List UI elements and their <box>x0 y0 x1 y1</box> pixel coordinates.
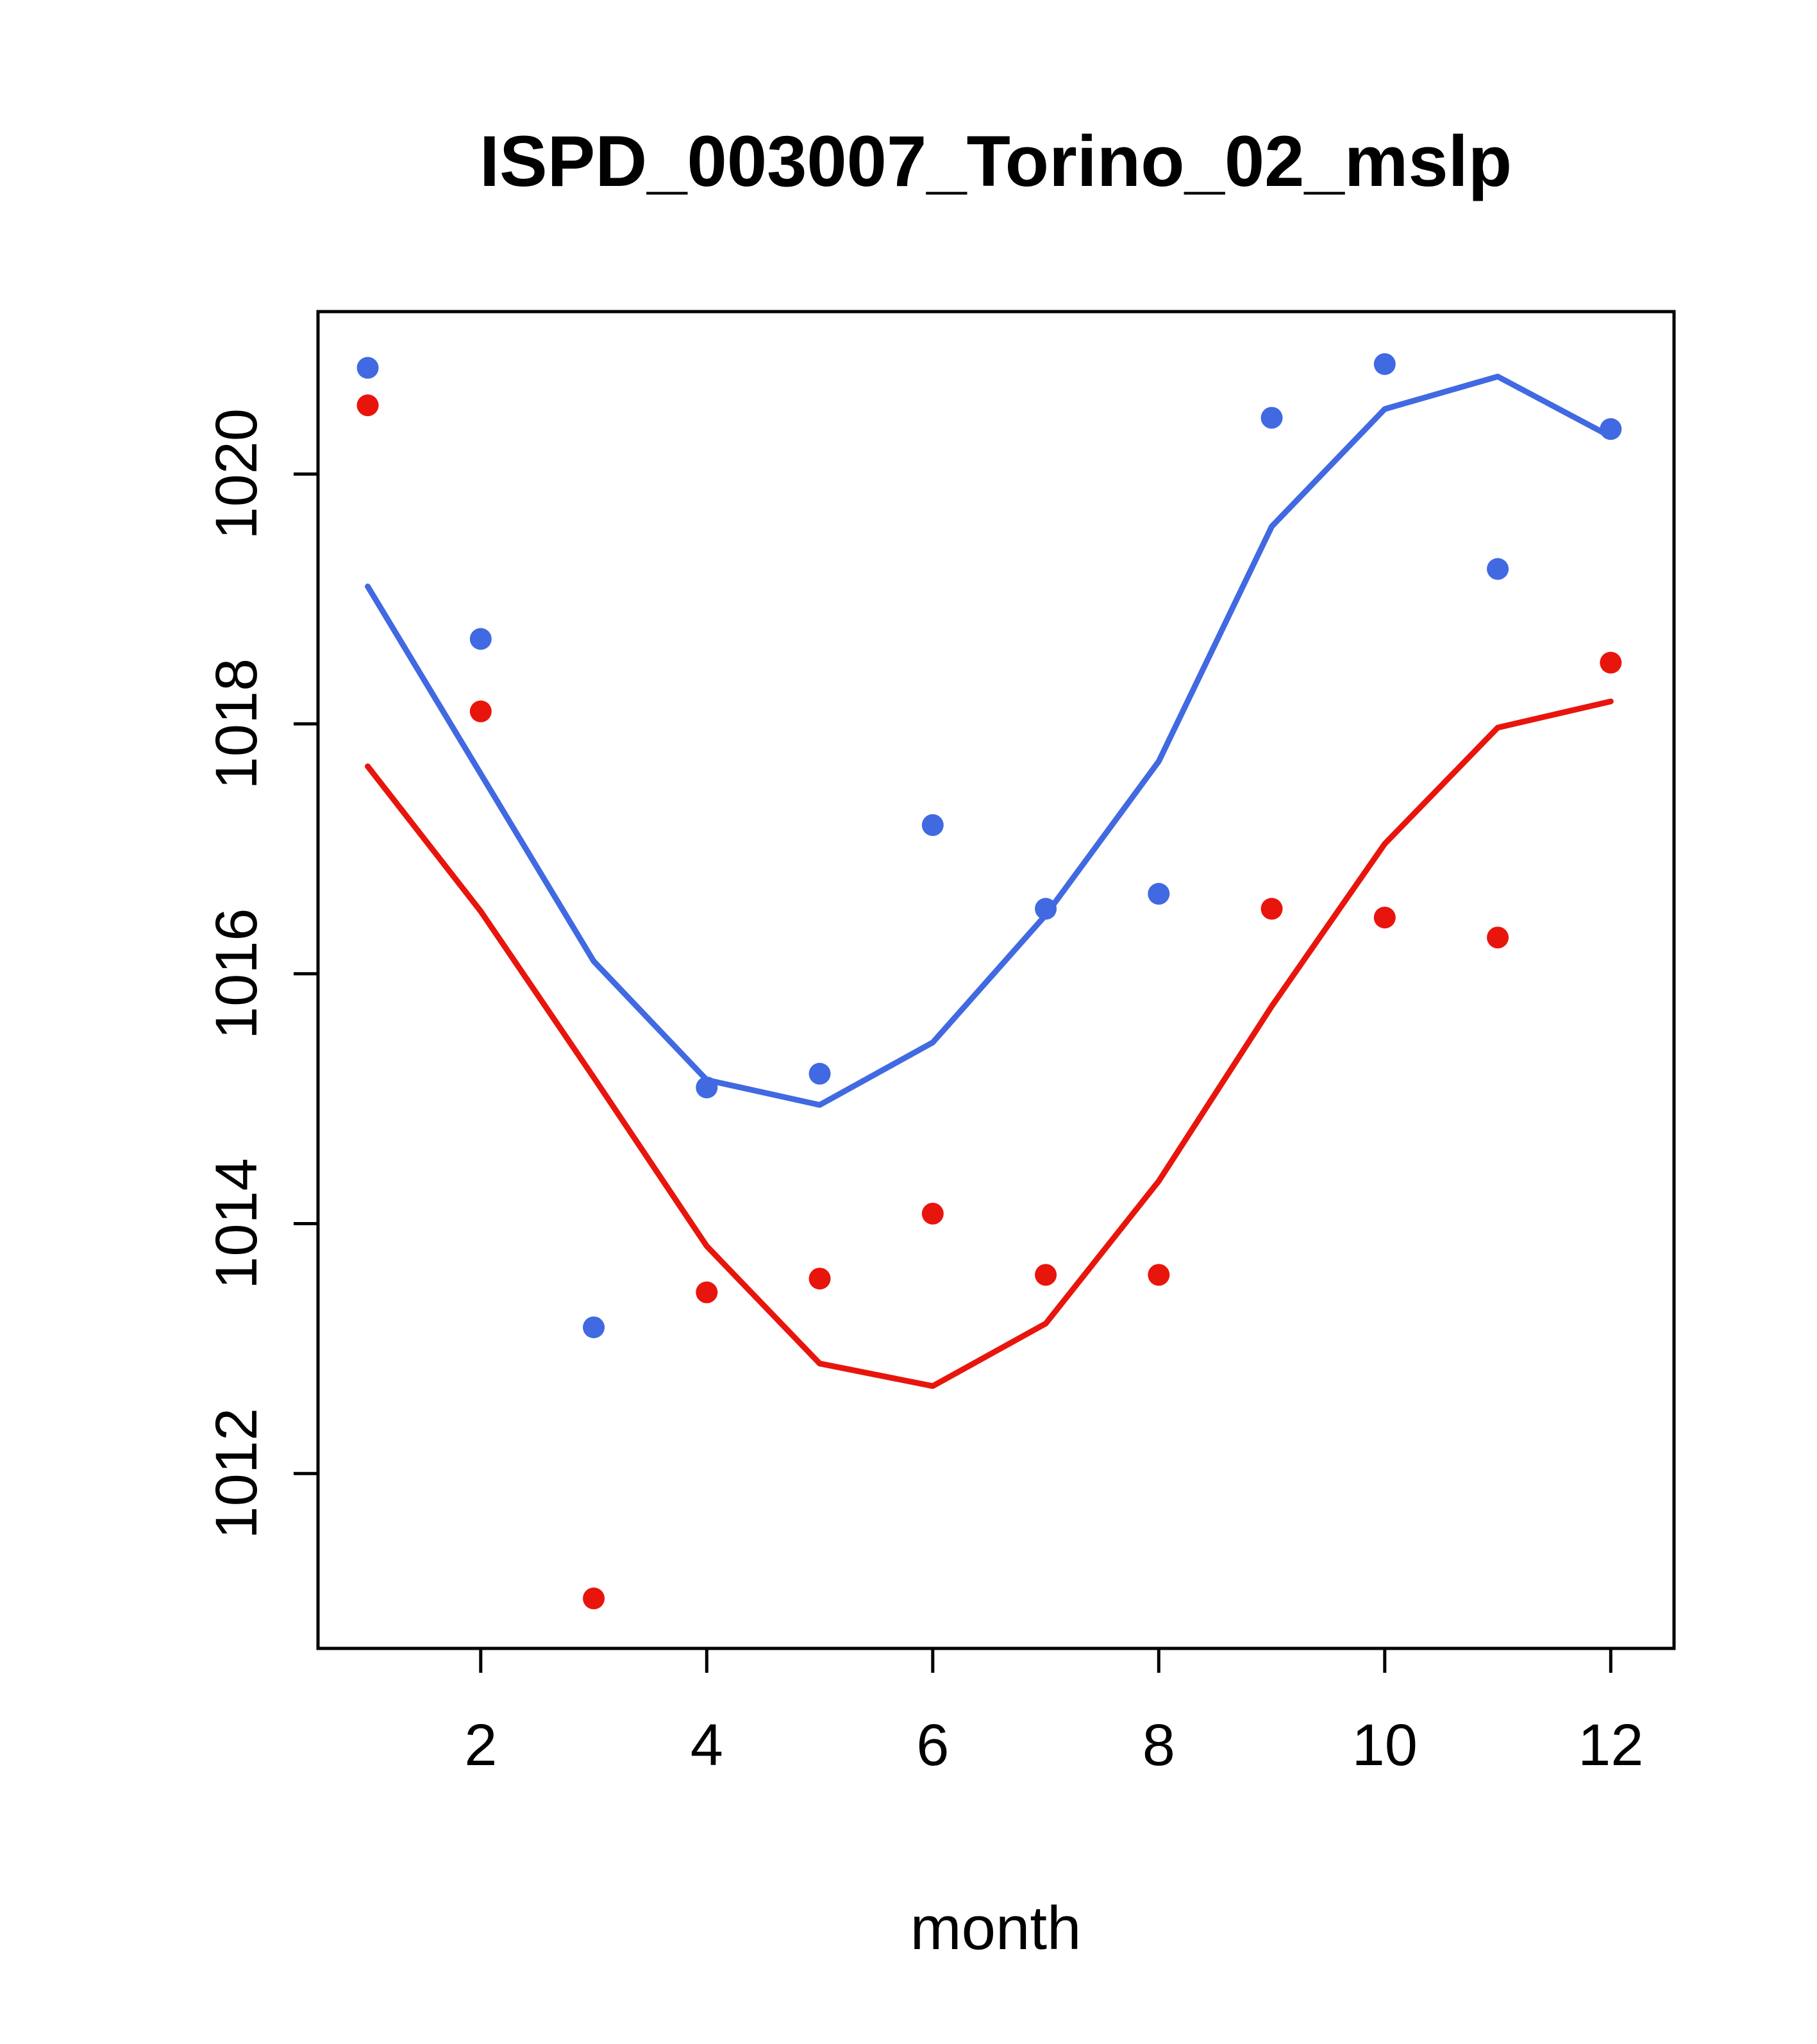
x-tick-label: 2 <box>464 1713 497 1778</box>
x-tick-label: 6 <box>916 1713 949 1778</box>
point-red-points-m8 <box>1148 1264 1170 1286</box>
point-red-points-m9 <box>1260 898 1283 920</box>
y-tick-label: 1012 <box>204 1408 269 1539</box>
y-tick-label: 1020 <box>204 408 269 540</box>
point-red-points-m5 <box>808 1268 831 1290</box>
series-blue-line <box>365 373 1614 1108</box>
point-blue-points-m4 <box>696 1076 718 1099</box>
point-blue-points-m5 <box>808 1062 831 1085</box>
point-red-points-m1 <box>356 394 379 417</box>
point-red-points-m12 <box>1600 651 1622 674</box>
y-tick-label: 1014 <box>204 1158 269 1289</box>
point-blue-points-m8 <box>1148 883 1170 905</box>
x-axis-label: month <box>910 1894 1082 1963</box>
y-tick-label: 1016 <box>204 908 269 1039</box>
point-blue-points-m7 <box>1035 898 1057 920</box>
point-red-points-m4 <box>696 1281 718 1303</box>
point-blue-points-m10 <box>1373 353 1396 375</box>
chart-title: ISPD_003007_Torino_02_mslp <box>480 121 1512 201</box>
point-red-points-m11 <box>1487 926 1509 949</box>
x-tick-label: 8 <box>1143 1713 1175 1778</box>
x-tick-label: 10 <box>1352 1713 1418 1778</box>
point-blue-points-m9 <box>1260 406 1283 429</box>
point-red-points-m3 <box>583 1587 605 1610</box>
point-blue-points-m1 <box>356 356 379 379</box>
point-blue-points-m6 <box>921 814 944 836</box>
point-red-points-m10 <box>1373 907 1396 929</box>
point-blue-points-m11 <box>1487 558 1509 580</box>
y-tick-label: 1018 <box>204 658 269 790</box>
x-tick-label: 12 <box>1578 1713 1643 1778</box>
x-tick-label: 4 <box>691 1713 723 1778</box>
point-blue-points-m3 <box>583 1316 605 1339</box>
point-blue-points-m12 <box>1600 418 1622 440</box>
plot-box <box>316 310 1676 1650</box>
point-red-points-m7 <box>1035 1264 1057 1286</box>
point-blue-points-m2 <box>469 628 492 650</box>
point-red-points-m6 <box>921 1202 944 1225</box>
point-red-points-m2 <box>469 700 492 723</box>
series-red-line <box>365 698 1614 1389</box>
